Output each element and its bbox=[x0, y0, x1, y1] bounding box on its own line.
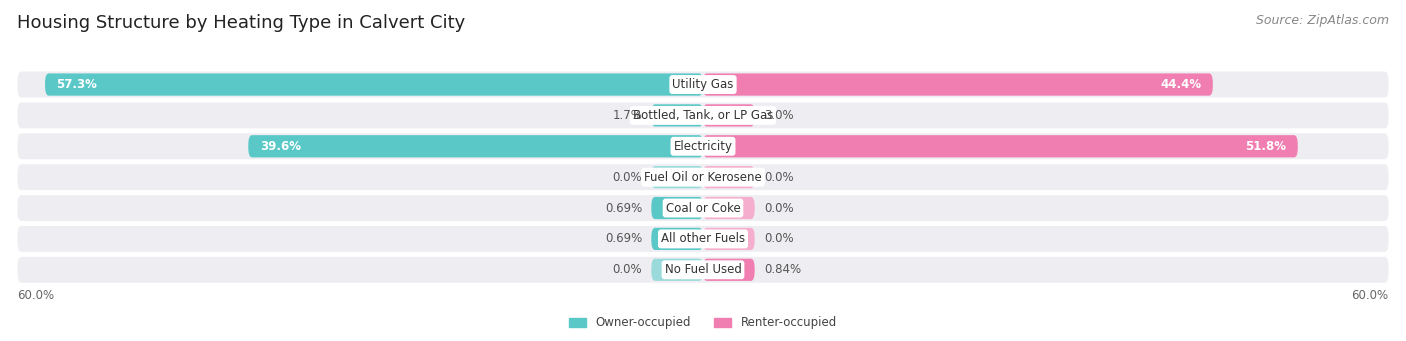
Text: All other Fuels: All other Fuels bbox=[661, 233, 745, 246]
FancyBboxPatch shape bbox=[703, 228, 755, 250]
Text: Source: ZipAtlas.com: Source: ZipAtlas.com bbox=[1256, 14, 1389, 27]
Text: 0.0%: 0.0% bbox=[763, 202, 793, 214]
Text: 0.69%: 0.69% bbox=[605, 202, 643, 214]
FancyBboxPatch shape bbox=[703, 259, 755, 281]
Text: Electricity: Electricity bbox=[673, 140, 733, 153]
Text: 0.69%: 0.69% bbox=[605, 233, 643, 246]
FancyBboxPatch shape bbox=[17, 72, 1389, 98]
FancyBboxPatch shape bbox=[703, 197, 755, 219]
Text: 3.0%: 3.0% bbox=[763, 109, 793, 122]
FancyBboxPatch shape bbox=[651, 197, 703, 219]
Text: 0.0%: 0.0% bbox=[763, 233, 793, 246]
FancyBboxPatch shape bbox=[17, 226, 1389, 252]
FancyBboxPatch shape bbox=[17, 257, 1389, 283]
Text: No Fuel Used: No Fuel Used bbox=[665, 263, 741, 276]
FancyBboxPatch shape bbox=[651, 166, 703, 188]
Text: Fuel Oil or Kerosene: Fuel Oil or Kerosene bbox=[644, 170, 762, 184]
FancyBboxPatch shape bbox=[45, 73, 703, 96]
FancyBboxPatch shape bbox=[249, 135, 703, 158]
FancyBboxPatch shape bbox=[703, 104, 755, 127]
Legend: Owner-occupied, Renter-occupied: Owner-occupied, Renter-occupied bbox=[565, 312, 841, 334]
Text: 39.6%: 39.6% bbox=[260, 140, 301, 153]
FancyBboxPatch shape bbox=[17, 164, 1389, 190]
Text: 60.0%: 60.0% bbox=[1351, 289, 1389, 302]
FancyBboxPatch shape bbox=[703, 73, 1213, 96]
Text: 0.0%: 0.0% bbox=[763, 170, 793, 184]
FancyBboxPatch shape bbox=[703, 135, 1298, 158]
Text: 57.3%: 57.3% bbox=[56, 78, 97, 91]
Text: 51.8%: 51.8% bbox=[1246, 140, 1286, 153]
Text: 1.7%: 1.7% bbox=[612, 109, 643, 122]
Text: 44.4%: 44.4% bbox=[1160, 78, 1201, 91]
FancyBboxPatch shape bbox=[651, 104, 703, 127]
Text: Coal or Coke: Coal or Coke bbox=[665, 202, 741, 214]
Text: Housing Structure by Heating Type in Calvert City: Housing Structure by Heating Type in Cal… bbox=[17, 14, 465, 32]
Text: Bottled, Tank, or LP Gas: Bottled, Tank, or LP Gas bbox=[633, 109, 773, 122]
FancyBboxPatch shape bbox=[651, 228, 703, 250]
FancyBboxPatch shape bbox=[17, 102, 1389, 128]
FancyBboxPatch shape bbox=[17, 133, 1389, 159]
FancyBboxPatch shape bbox=[651, 259, 703, 281]
Text: 0.84%: 0.84% bbox=[763, 263, 801, 276]
Text: 0.0%: 0.0% bbox=[613, 263, 643, 276]
FancyBboxPatch shape bbox=[703, 166, 755, 188]
Text: 0.0%: 0.0% bbox=[613, 170, 643, 184]
Text: Utility Gas: Utility Gas bbox=[672, 78, 734, 91]
Text: 60.0%: 60.0% bbox=[17, 289, 55, 302]
FancyBboxPatch shape bbox=[17, 195, 1389, 221]
